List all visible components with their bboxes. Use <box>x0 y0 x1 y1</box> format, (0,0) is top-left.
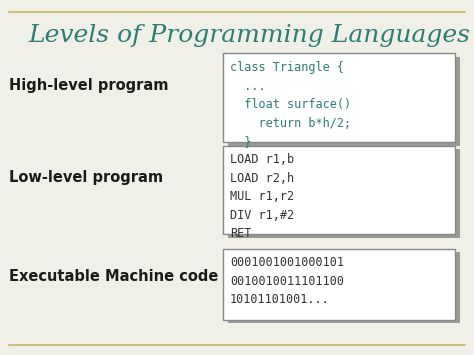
FancyBboxPatch shape <box>223 53 455 142</box>
Text: High-level program: High-level program <box>9 78 169 93</box>
FancyBboxPatch shape <box>228 252 460 323</box>
FancyBboxPatch shape <box>228 149 460 238</box>
Text: 0001001001000101
0010010011101100
10101101001...: 0001001001000101 0010010011101100 101011… <box>230 256 344 306</box>
Text: class Triangle {
  ...
  float surface()
    return b*h/2;
  }: class Triangle { ... float surface() ret… <box>230 61 351 148</box>
Text: Executable Machine code: Executable Machine code <box>9 269 219 284</box>
FancyBboxPatch shape <box>223 146 455 234</box>
FancyBboxPatch shape <box>223 248 455 320</box>
FancyBboxPatch shape <box>228 57 460 146</box>
Text: Levels of Programming Languages: Levels of Programming Languages <box>28 24 470 47</box>
Text: LOAD r1,b
LOAD r2,h
MUL r1,r2
DIV r1,#2
RET: LOAD r1,b LOAD r2,h MUL r1,r2 DIV r1,#2 … <box>230 153 294 240</box>
Text: Low-level program: Low-level program <box>9 170 164 185</box>
